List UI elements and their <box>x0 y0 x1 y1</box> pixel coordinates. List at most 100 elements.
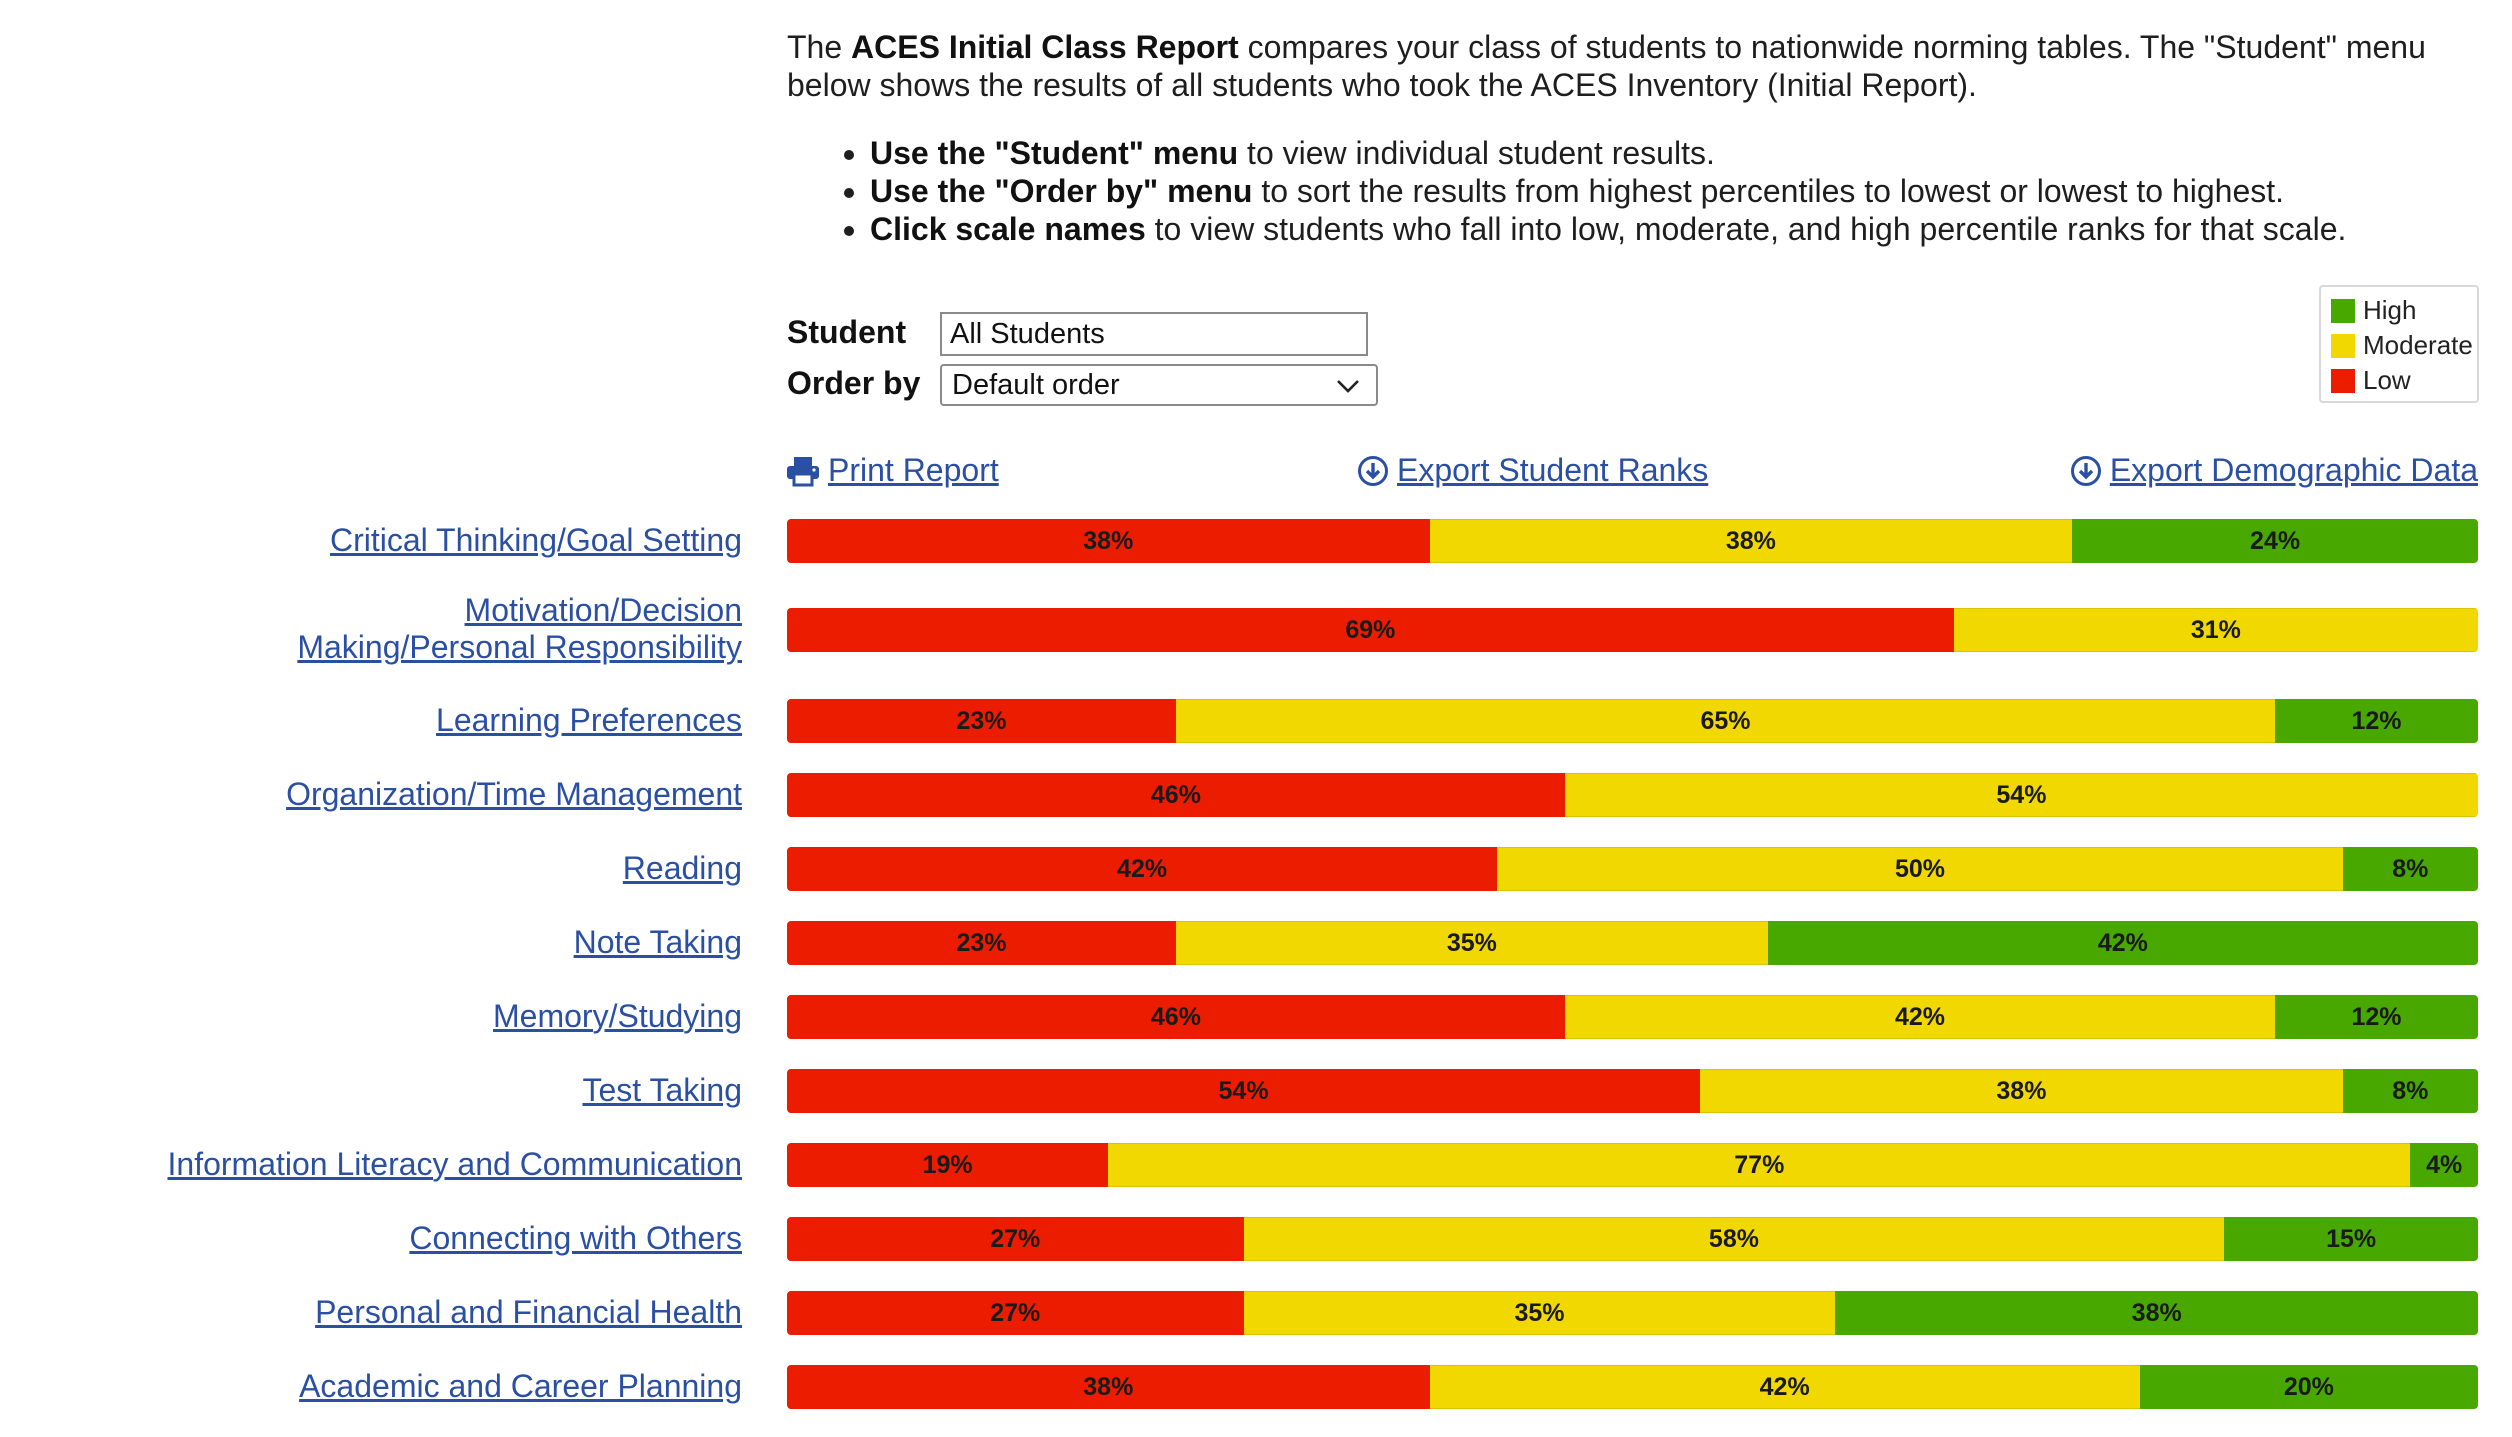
instructions-list: Use the "Student" menu to view individua… <box>787 134 2467 248</box>
student-label: Student <box>787 314 907 350</box>
instruction-text: to view individual student results. <box>1238 135 1715 171</box>
scale-name-link[interactable]: Test Taking <box>582 1071 743 1108</box>
bar-segment-moderate[interactable]: 54% <box>1564 773 2478 817</box>
scale-name-link[interactable]: Note Taking <box>573 923 742 960</box>
legend-item-moderate: Moderate <box>2331 328 2477 363</box>
instruction-item: Click scale names to view students who f… <box>870 210 2467 248</box>
bar-value-label: 77% <box>1734 1150 1785 1179</box>
bar-value-label: 42% <box>2097 928 2148 957</box>
bar-segment-high[interactable]: 24% <box>2072 519 2478 563</box>
stacked-bar[interactable]: 27% 35% 38% <box>787 1291 2478 1335</box>
stacked-bar[interactable]: 42% 50% 8% <box>787 847 2478 891</box>
bar-segment-low[interactable]: 38% <box>787 519 1430 563</box>
download-circle-icon <box>2070 455 2101 486</box>
scale-name-link[interactable]: Memory/Studying <box>493 997 742 1034</box>
stacked-bar[interactable]: 38% 38% 24% <box>787 519 2478 563</box>
bar-segment-high[interactable]: 4% <box>2410 1143 2478 1187</box>
scale-name-link[interactable]: Connecting with Others <box>409 1219 742 1256</box>
bar-segment-moderate[interactable]: 77% <box>1108 1143 2411 1187</box>
bar-segment-low[interactable]: 23% <box>787 699 1176 743</box>
bar-segment-low[interactable]: 69% <box>787 608 1954 652</box>
export-demographic-data-label: Export Demographic Data <box>2109 452 2478 488</box>
legend-swatch-high <box>2331 298 2355 323</box>
bar-segment-high[interactable]: 20% <box>2139 1365 2478 1409</box>
bar-segment-low[interactable]: 19% <box>787 1143 1109 1187</box>
bar-segment-low[interactable]: 46% <box>787 773 1565 817</box>
print-report-link[interactable]: Print Report <box>786 452 999 489</box>
stacked-bar[interactable]: 23% 65% 12% <box>787 699 2478 743</box>
stacked-bar[interactable]: 23% 35% 42% <box>787 921 2478 965</box>
scale-name-link[interactable]: Academic and Career Planning <box>299 1367 742 1404</box>
export-student-ranks-link[interactable]: Export Student Ranks <box>1357 452 1708 489</box>
bar-segment-moderate[interactable]: 38% <box>1429 519 2073 563</box>
instruction-text: to view students who fall into low, mode… <box>1145 211 2347 247</box>
stacked-bar[interactable]: 38% 42% 20% <box>787 1365 2478 1409</box>
stacked-bar[interactable]: 46% 42% 12% <box>787 995 2478 1039</box>
stacked-bar[interactable]: 19% 77% 4% <box>787 1143 2478 1187</box>
bar-segment-low[interactable]: 23% <box>787 921 1176 965</box>
instruction-text: to sort the results from highest percent… <box>1252 173 2285 209</box>
intro-pre: The <box>787 29 852 65</box>
legend-item-high: High <box>2331 293 2477 328</box>
stacked-bar[interactable]: 27% 58% 15% <box>787 1217 2478 1261</box>
bar-value-label: 38% <box>1083 526 1134 555</box>
scale-name-link[interactable]: Learning Preferences <box>436 701 742 738</box>
stacked-bar[interactable]: 46% 54% <box>787 773 2478 817</box>
bar-segment-moderate[interactable]: 42% <box>1564 995 2276 1039</box>
bar-value-label: 23% <box>956 928 1007 957</box>
instruction-bold: Use the "Order by" menu <box>870 173 1253 209</box>
scale-name-link[interactable]: Reading <box>622 849 742 886</box>
bar-segment-high[interactable]: 8% <box>2342 1069 2478 1113</box>
intro-text: compares your class of students to natio… <box>787 29 2426 103</box>
bar-segment-high[interactable]: 12% <box>2275 699 2478 743</box>
report-name: ACES Initial Class Report <box>851 29 1239 65</box>
bar-segment-low[interactable]: 42% <box>787 847 1498 891</box>
bar-value-label: 23% <box>956 706 1007 735</box>
stacked-bar[interactable]: 54% 38% 8% <box>787 1069 2478 1113</box>
bar-segment-moderate[interactable]: 38% <box>1700 1069 2343 1113</box>
order-by-select[interactable]: Default order <box>940 364 1378 406</box>
scale-name-link[interactable]: Critical Thinking/Goal Setting <box>329 521 742 558</box>
bar-value-label: 31% <box>2190 615 2241 644</box>
scale-name-link[interactable]: Organization/Time Management <box>286 775 742 812</box>
export-demographic-data-link[interactable]: Export Demographic Data <box>2070 452 2478 489</box>
bar-segment-moderate[interactable]: 31% <box>1953 608 2478 652</box>
bar-value-label: 27% <box>990 1224 1041 1253</box>
bar-segment-low[interactable]: 27% <box>787 1217 1244 1261</box>
bar-value-label: 24% <box>2250 526 2301 555</box>
bar-segment-low[interactable]: 46% <box>787 995 1565 1039</box>
bar-value-label: 35% <box>1446 928 1497 957</box>
bar-segment-high[interactable]: 42% <box>1767 921 2478 965</box>
bar-segment-high[interactable]: 12% <box>2275 995 2478 1039</box>
bar-value-label: 38% <box>1083 1372 1134 1401</box>
bar-value-label: 8% <box>2392 1076 2429 1105</box>
bar-segment-low[interactable]: 54% <box>787 1069 1701 1113</box>
bar-segment-moderate[interactable]: 50% <box>1497 847 2343 891</box>
chevron-down-icon <box>1334 372 1362 408</box>
bar-value-label: 58% <box>1708 1224 1759 1253</box>
export-student-ranks-label: Export Student Ranks <box>1397 452 1709 488</box>
bar-value-label: 15% <box>2326 1224 2377 1253</box>
bar-segment-moderate[interactable]: 35% <box>1175 921 1768 965</box>
legend: High Moderate Low <box>2319 285 2479 403</box>
bar-segment-moderate[interactable]: 42% <box>1429 1365 2140 1409</box>
legend-label-high: High <box>2363 295 2417 325</box>
bar-segment-low[interactable]: 38% <box>787 1365 1430 1409</box>
bar-segment-high[interactable]: 38% <box>1835 1291 2478 1335</box>
bar-segment-high[interactable]: 15% <box>2224 1217 2478 1261</box>
scale-name-link[interactable]: Personal and Financial Health <box>315 1293 742 1330</box>
bar-segment-moderate[interactable]: 58% <box>1243 1217 2225 1261</box>
bar-segment-moderate[interactable]: 65% <box>1175 699 2276 743</box>
bar-segment-high[interactable]: 8% <box>2342 847 2478 891</box>
intro-paragraph: The ACES Initial Class Report compares y… <box>787 28 2467 104</box>
stacked-bar[interactable]: 69% 31% <box>787 608 2478 652</box>
scale-name-text: Motivation/Decision Making/Personal Resp… <box>297 592 742 665</box>
bar-segment-moderate[interactable]: 35% <box>1243 1291 1836 1335</box>
student-select[interactable]: All Students <box>940 312 1368 356</box>
bar-segment-low[interactable]: 27% <box>787 1291 1244 1335</box>
bar-value-label: 19% <box>922 1150 973 1179</box>
bar-value-label: 8% <box>2392 854 2429 883</box>
scale-name-link[interactable]: Motivation/Decision Making/Personal Resp… <box>262 592 742 666</box>
bar-value-label: 54% <box>1996 780 2047 809</box>
scale-name-link[interactable]: Information Literacy and Communication <box>167 1145 743 1182</box>
